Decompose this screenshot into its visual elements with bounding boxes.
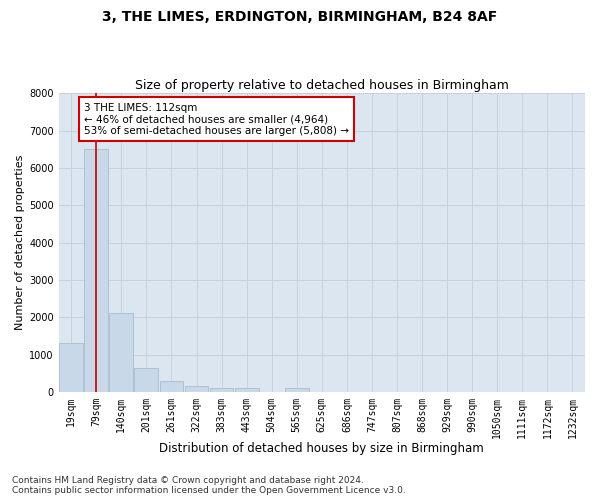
- Bar: [235, 388, 259, 392]
- Bar: [209, 388, 233, 392]
- Text: Contains HM Land Registry data © Crown copyright and database right 2024.
Contai: Contains HM Land Registry data © Crown c…: [12, 476, 406, 495]
- Text: 3, THE LIMES, ERDINGTON, BIRMINGHAM, B24 8AF: 3, THE LIMES, ERDINGTON, BIRMINGHAM, B24…: [103, 10, 497, 24]
- Bar: [134, 368, 158, 392]
- Bar: [85, 149, 108, 392]
- Bar: [160, 380, 184, 392]
- Text: 3 THE LIMES: 112sqm
← 46% of detached houses are smaller (4,964)
53% of semi-det: 3 THE LIMES: 112sqm ← 46% of detached ho…: [84, 102, 349, 136]
- Bar: [59, 344, 83, 392]
- Bar: [185, 386, 208, 392]
- Title: Size of property relative to detached houses in Birmingham: Size of property relative to detached ho…: [135, 79, 509, 92]
- Bar: [109, 314, 133, 392]
- X-axis label: Distribution of detached houses by size in Birmingham: Distribution of detached houses by size …: [160, 442, 484, 455]
- Y-axis label: Number of detached properties: Number of detached properties: [15, 155, 25, 330]
- Bar: [285, 388, 308, 392]
